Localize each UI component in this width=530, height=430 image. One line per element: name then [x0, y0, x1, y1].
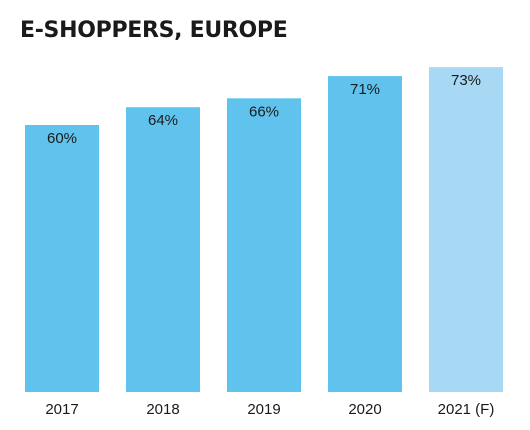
bar-2018: [126, 107, 200, 392]
x-tick-label-2017: 2017: [45, 401, 78, 418]
x-tick-label-2021-f: 2021 (F): [438, 401, 495, 418]
bar-2021-f: [429, 67, 503, 393]
x-tick-label-2018: 2018: [146, 401, 179, 418]
x-tick-label-2020: 2020: [348, 401, 381, 418]
x-tick-label-2019: 2019: [247, 401, 280, 418]
data-label-2018: 64%: [148, 112, 178, 129]
chart-title: E-SHOPPERS, EUROPE: [20, 18, 288, 43]
data-label-2021-f: 73%: [451, 72, 481, 89]
bar-2017: [25, 125, 99, 392]
data-label-2020: 71%: [350, 81, 380, 98]
bar-2020: [328, 76, 402, 393]
data-label-2019: 66%: [249, 103, 279, 120]
bar-2019: [227, 98, 301, 393]
data-label-2017: 60%: [47, 130, 77, 147]
